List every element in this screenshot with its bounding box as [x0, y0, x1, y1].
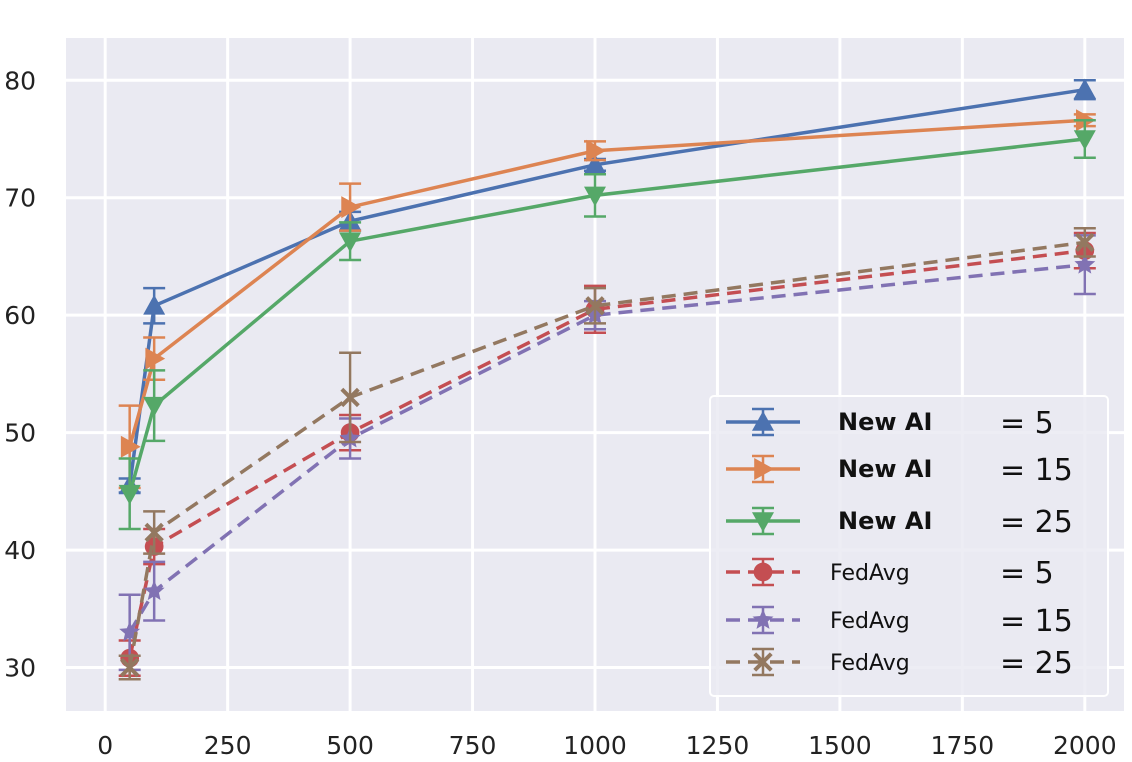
y-tick-labels: 30 40 50 60 70 80 [4, 66, 36, 682]
y-tick-label: 80 [4, 66, 36, 95]
data-point [340, 387, 360, 408]
legend-marker [752, 512, 774, 532]
legend-label: FedAvg [830, 651, 910, 676]
data-point [1073, 78, 1096, 99]
data-point [143, 396, 166, 417]
data-point [586, 139, 606, 162]
data-point [120, 435, 141, 458]
x-tick-label: 1000 [563, 731, 627, 760]
legend-marker [753, 562, 773, 582]
legend-entry: New AI = 15 [726, 453, 1073, 488]
y-tick-label: 70 [4, 184, 36, 213]
legend-entry: FedAvg = 5 [726, 556, 1054, 591]
legend-entry: FedAvg = 15 [726, 604, 1073, 639]
y-tick-label: 30 [4, 654, 36, 683]
y-tick-label: 40 [4, 536, 36, 565]
legend-marker [752, 411, 774, 431]
legend-param: = 15 [1000, 604, 1073, 639]
legend-param: = 5 [1000, 406, 1054, 441]
legend-frame [709, 395, 1109, 697]
legend-param: = 5 [1000, 556, 1054, 591]
legend-label: New AI [838, 455, 932, 483]
data-point [144, 522, 164, 543]
data-point [143, 294, 166, 315]
x-tick-label: 1750 [931, 731, 995, 760]
data-point [118, 484, 141, 505]
legend-marker [754, 458, 774, 480]
legend-marker [753, 652, 773, 672]
legend-label: FedAvg [830, 609, 910, 634]
x-tick-label: 500 [326, 731, 374, 760]
legend-label: FedAvg [830, 561, 910, 586]
data-point [584, 153, 606, 174]
y-tick-label: 50 [4, 419, 36, 448]
data-point [584, 186, 606, 207]
legend-param: = 25 [1000, 505, 1073, 540]
data-point [339, 232, 362, 253]
data-point [341, 196, 362, 219]
x-tick-labels: 0 250 500 750 1000 1250 1500 1750 2000 [97, 731, 1116, 760]
series-5 [118, 227, 1096, 681]
legend-param: = 15 [1000, 453, 1073, 488]
legend-entry: New AI = 5 [726, 406, 1054, 441]
data-point [1075, 232, 1095, 253]
data-point [120, 657, 140, 678]
data-point [1074, 253, 1096, 274]
x-tick-label: 250 [204, 731, 252, 760]
data-point [145, 347, 166, 370]
x-tick-label: 0 [97, 731, 113, 760]
legend-label: New AI [838, 507, 932, 535]
y-tick-label: 60 [4, 301, 36, 330]
data-point [143, 580, 165, 601]
data-point [1073, 130, 1096, 151]
data-point [585, 296, 605, 316]
x-tick-label: 1500 [808, 731, 872, 760]
legend-label: New AI [838, 408, 932, 436]
legend-entry: FedAvg = 25 [726, 646, 1073, 681]
series-2 [118, 118, 1096, 531]
legend-entry: New AI = 25 [726, 505, 1073, 540]
legend-param: = 25 [1000, 646, 1073, 681]
series-layer [118, 78, 1096, 681]
legend-marker [752, 609, 774, 629]
x-tick-label: 1250 [686, 731, 750, 760]
x-tick-label: 750 [449, 731, 497, 760]
x-tick-label: 2000 [1053, 731, 1117, 760]
